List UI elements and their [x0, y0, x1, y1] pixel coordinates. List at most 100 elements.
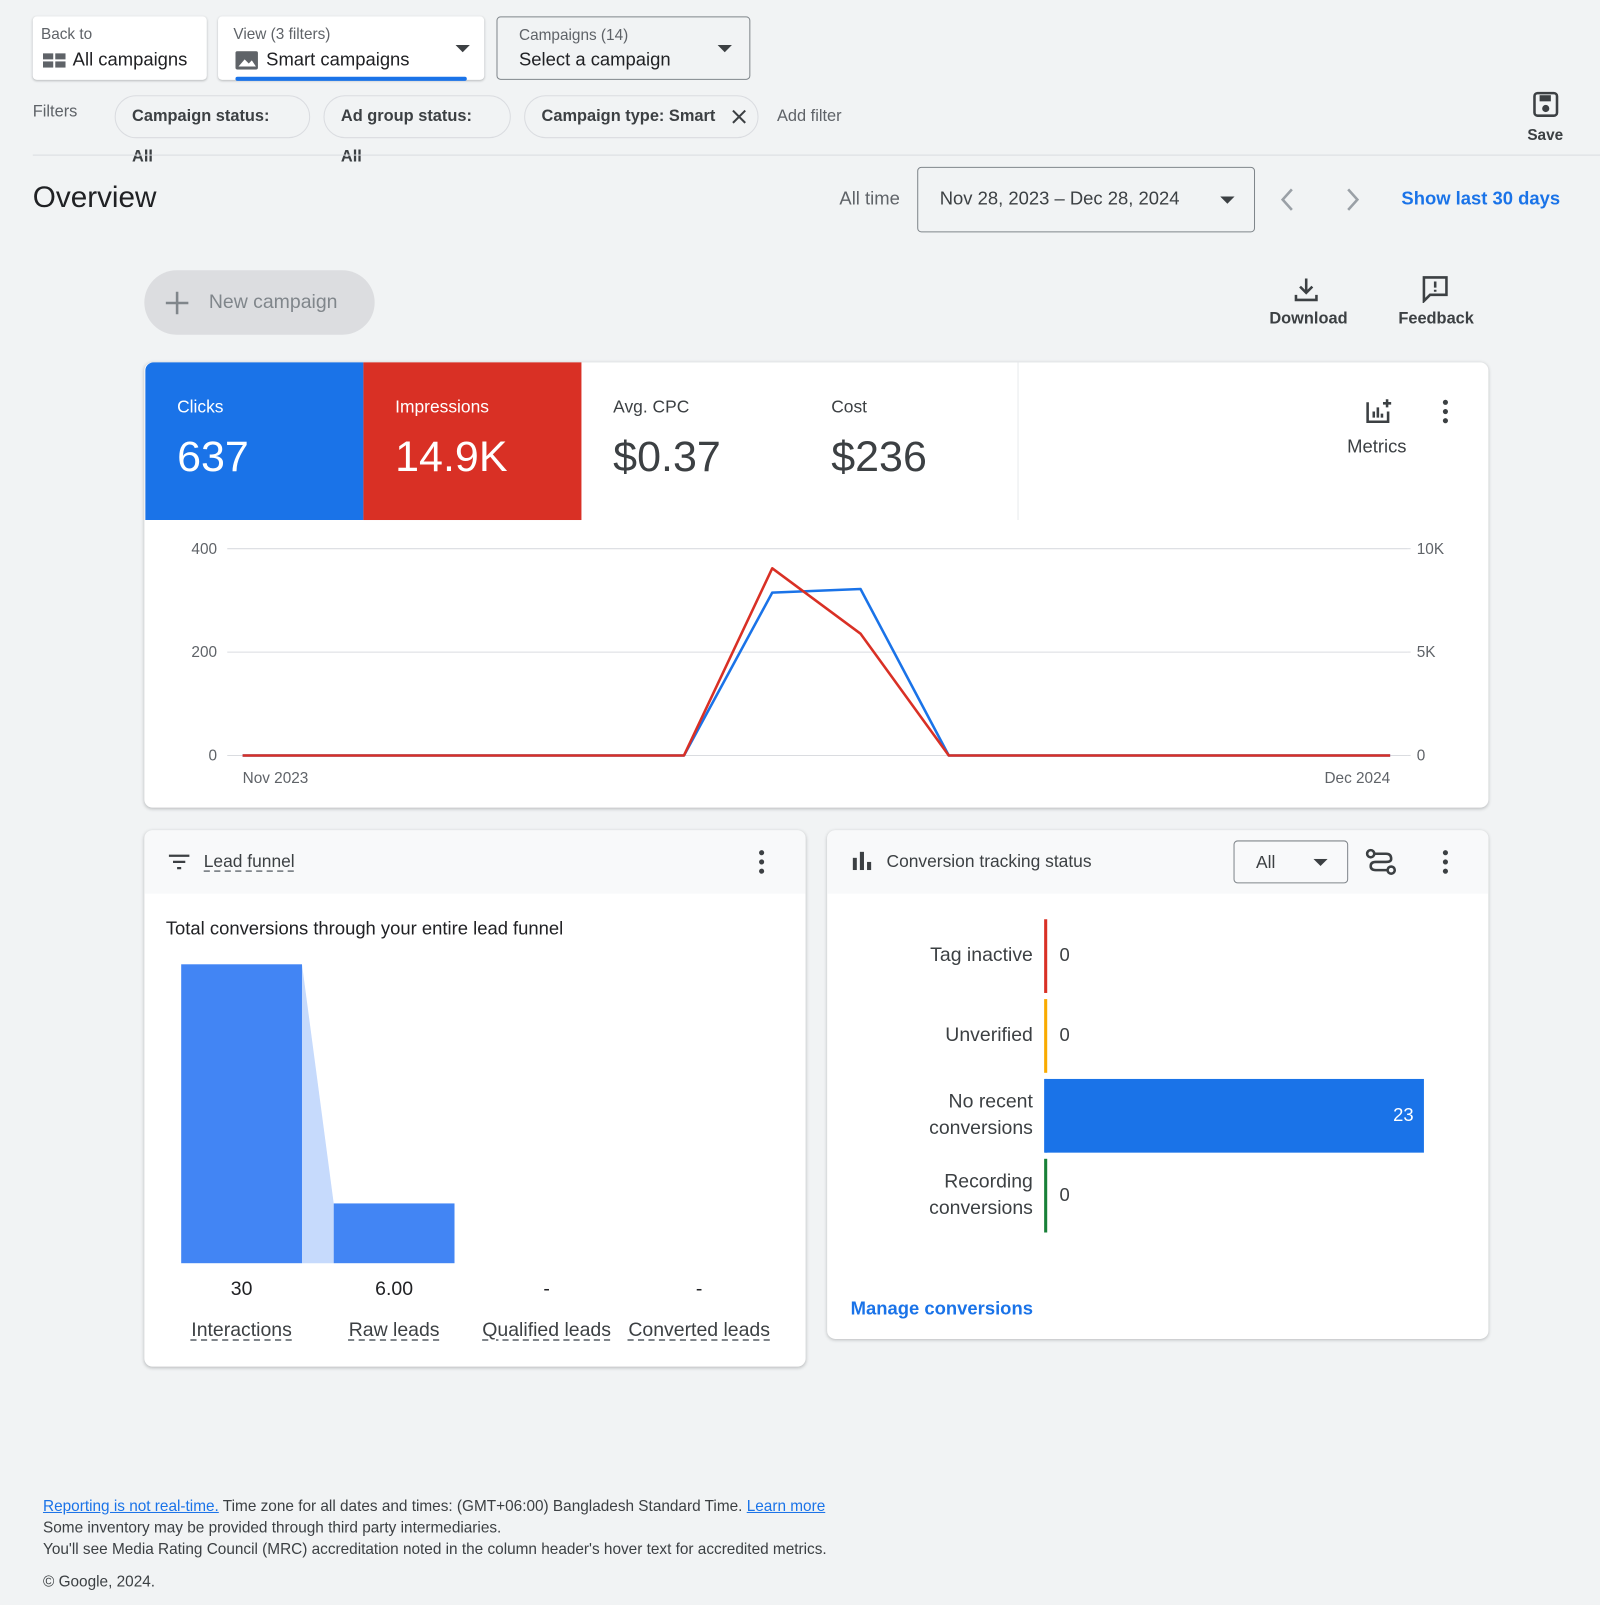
more-menu[interactable]: [1439, 849, 1451, 876]
conversion-title: Conversion tracking status: [886, 851, 1092, 872]
image-icon: [235, 51, 258, 70]
learn-more-link[interactable]: Learn more: [746, 1497, 826, 1516]
category-label: Recording conversions: [929, 1171, 1033, 1220]
show-last-30-days[interactable]: Show last 30 days: [1401, 188, 1561, 209]
dropdown-arrow: [455, 45, 470, 53]
funnel-value-label: 30: [230, 1278, 253, 1301]
back-button[interactable]: Back to All campaigns: [32, 16, 207, 80]
series-line: [242, 567, 1391, 757]
status-indicator: [1044, 919, 1048, 993]
status-filter-value: All: [1256, 852, 1276, 873]
x-tick-label: Nov 2023: [243, 770, 309, 787]
copyright: © Google, 2024.: [42, 1573, 156, 1591]
prev-arrow[interactable]: [1280, 187, 1296, 212]
divider: [32, 154, 1600, 156]
series-line: [242, 587, 1391, 757]
x-tick-label: Dec 2024: [1324, 770, 1390, 787]
date-range: Nov 28, 2023 – Dec 28, 2024: [939, 188, 1180, 209]
dropdown-arrow: [1220, 196, 1235, 204]
value-label: 0: [1059, 1184, 1070, 1205]
status-indicator: [1044, 999, 1048, 1073]
add-filter[interactable]: Add filter: [776, 107, 842, 125]
funnel-connector: [301, 964, 334, 1264]
filter-chip[interactable]: Campaign type: Smart: [524, 95, 759, 139]
campaigns-label: Campaigns (14): [519, 26, 629, 45]
overview-title: Overview: [32, 181, 157, 214]
view-dropdown[interactable]: View (3 filters) Smart campaigns: [218, 16, 485, 81]
status-indicator: [1044, 1158, 1048, 1233]
value-label: 0: [1059, 944, 1070, 966]
y2-tick-label: 0: [1417, 748, 1426, 765]
remove-filter-icon[interactable]: [732, 109, 746, 124]
lead-funnel-title[interactable]: Lead funnel: [203, 851, 295, 872]
scorecard-label: Cost: [831, 397, 868, 417]
funnel-value-label: 6.00: [375, 1278, 414, 1301]
route-icon[interactable]: [1365, 848, 1397, 876]
realtime-link[interactable]: Reporting is not real-time.: [42, 1497, 219, 1516]
scorecard-value: 637: [177, 431, 249, 481]
timezone-text: Time zone for all dates and times: (GMT+…: [222, 1497, 743, 1516]
campaigns-value: Select a campaign: [519, 49, 671, 70]
y-tick-label: 200: [191, 644, 217, 661]
next-arrow[interactable]: [1344, 187, 1360, 212]
funnel-bar: [181, 964, 302, 1264]
scorecard-label: Avg. CPC: [613, 397, 690, 417]
category-label: Tag inactive: [930, 944, 1033, 967]
funnel-category-label[interactable]: Interactions: [191, 1319, 292, 1342]
view-underline: [235, 76, 467, 81]
grid-icon: [42, 53, 66, 68]
funnel-bar: [333, 1203, 455, 1264]
scorecard[interactable]: Avg. CPC $0.37: [581, 362, 799, 520]
new-campaign-button[interactable]: New campaign: [144, 270, 375, 335]
y2-tick-label: 10K: [1417, 541, 1445, 558]
bar: [1045, 1078, 1424, 1153]
range-label: All time: [839, 188, 900, 209]
scorecard-label: Clicks: [177, 397, 224, 417]
feedback-label[interactable]: Feedback: [1398, 310, 1474, 328]
more-menu[interactable]: [1439, 398, 1451, 425]
funnel-category-label[interactable]: Qualified leads: [482, 1319, 611, 1342]
value-label: 0: [1059, 1024, 1070, 1046]
scorecard-value: $236: [831, 431, 927, 481]
save-icon[interactable]: [1532, 91, 1559, 118]
download-icon[interactable]: [1294, 276, 1319, 303]
back-value: All campaigns: [72, 49, 188, 70]
scorecard[interactable]: Impressions 14.9K: [363, 362, 582, 521]
campaign-dropdown[interactable]: Campaigns (14) Select a campaign: [496, 16, 751, 80]
filter-chip[interactable]: Ad group status: All: [323, 95, 511, 166]
funnel-value-label: -: [543, 1278, 550, 1301]
filter-chip[interactable]: Campaign status: All: [114, 95, 311, 166]
filter-icon: [168, 854, 190, 870]
scorecard[interactable]: Clicks 637: [145, 362, 364, 521]
date-picker[interactable]: Nov 28, 2023 – Dec 28, 2024: [917, 166, 1256, 233]
card-header: [144, 830, 806, 894]
scorecard-value: 14.9K: [395, 431, 508, 481]
metrics-icon[interactable]: [1366, 397, 1395, 424]
funnel-category-label[interactable]: Converted leads: [628, 1319, 770, 1342]
funnel-category-label[interactable]: Raw leads: [348, 1319, 440, 1342]
feedback-icon[interactable]: [1421, 274, 1450, 304]
view-value: Smart campaigns: [266, 49, 410, 70]
y2-tick-label: 5K: [1417, 644, 1437, 661]
scorecard-value: $0.37: [613, 431, 721, 481]
status-filter[interactable]: All: [1233, 840, 1349, 884]
inventory-text: Some inventory may be provided through t…: [42, 1519, 502, 1537]
view-label: View (3 filters): [233, 25, 331, 43]
download-label[interactable]: Download: [1269, 310, 1348, 328]
dropdown-arrow: [717, 45, 732, 53]
back-label: Back to: [40, 25, 93, 43]
manage-conversions-link[interactable]: Manage conversions: [850, 1298, 1033, 1319]
plus-icon: [165, 291, 189, 315]
scorecard-label: Impressions: [395, 397, 489, 417]
y-tick-label: 0: [208, 748, 217, 765]
more-menu[interactable]: [755, 849, 767, 876]
metrics-label[interactable]: Metrics: [1347, 436, 1407, 457]
bar-icon: [852, 851, 872, 871]
footer-line: Reporting is not real-time. Time zone fo…: [43, 1498, 825, 1515]
y-tick-label: 400: [191, 541, 217, 558]
save-label[interactable]: Save: [1527, 126, 1564, 145]
category-label: Unverified: [945, 1024, 1033, 1047]
value-label: 23: [1393, 1104, 1414, 1126]
scorecard[interactable]: Cost $236: [799, 362, 1019, 521]
